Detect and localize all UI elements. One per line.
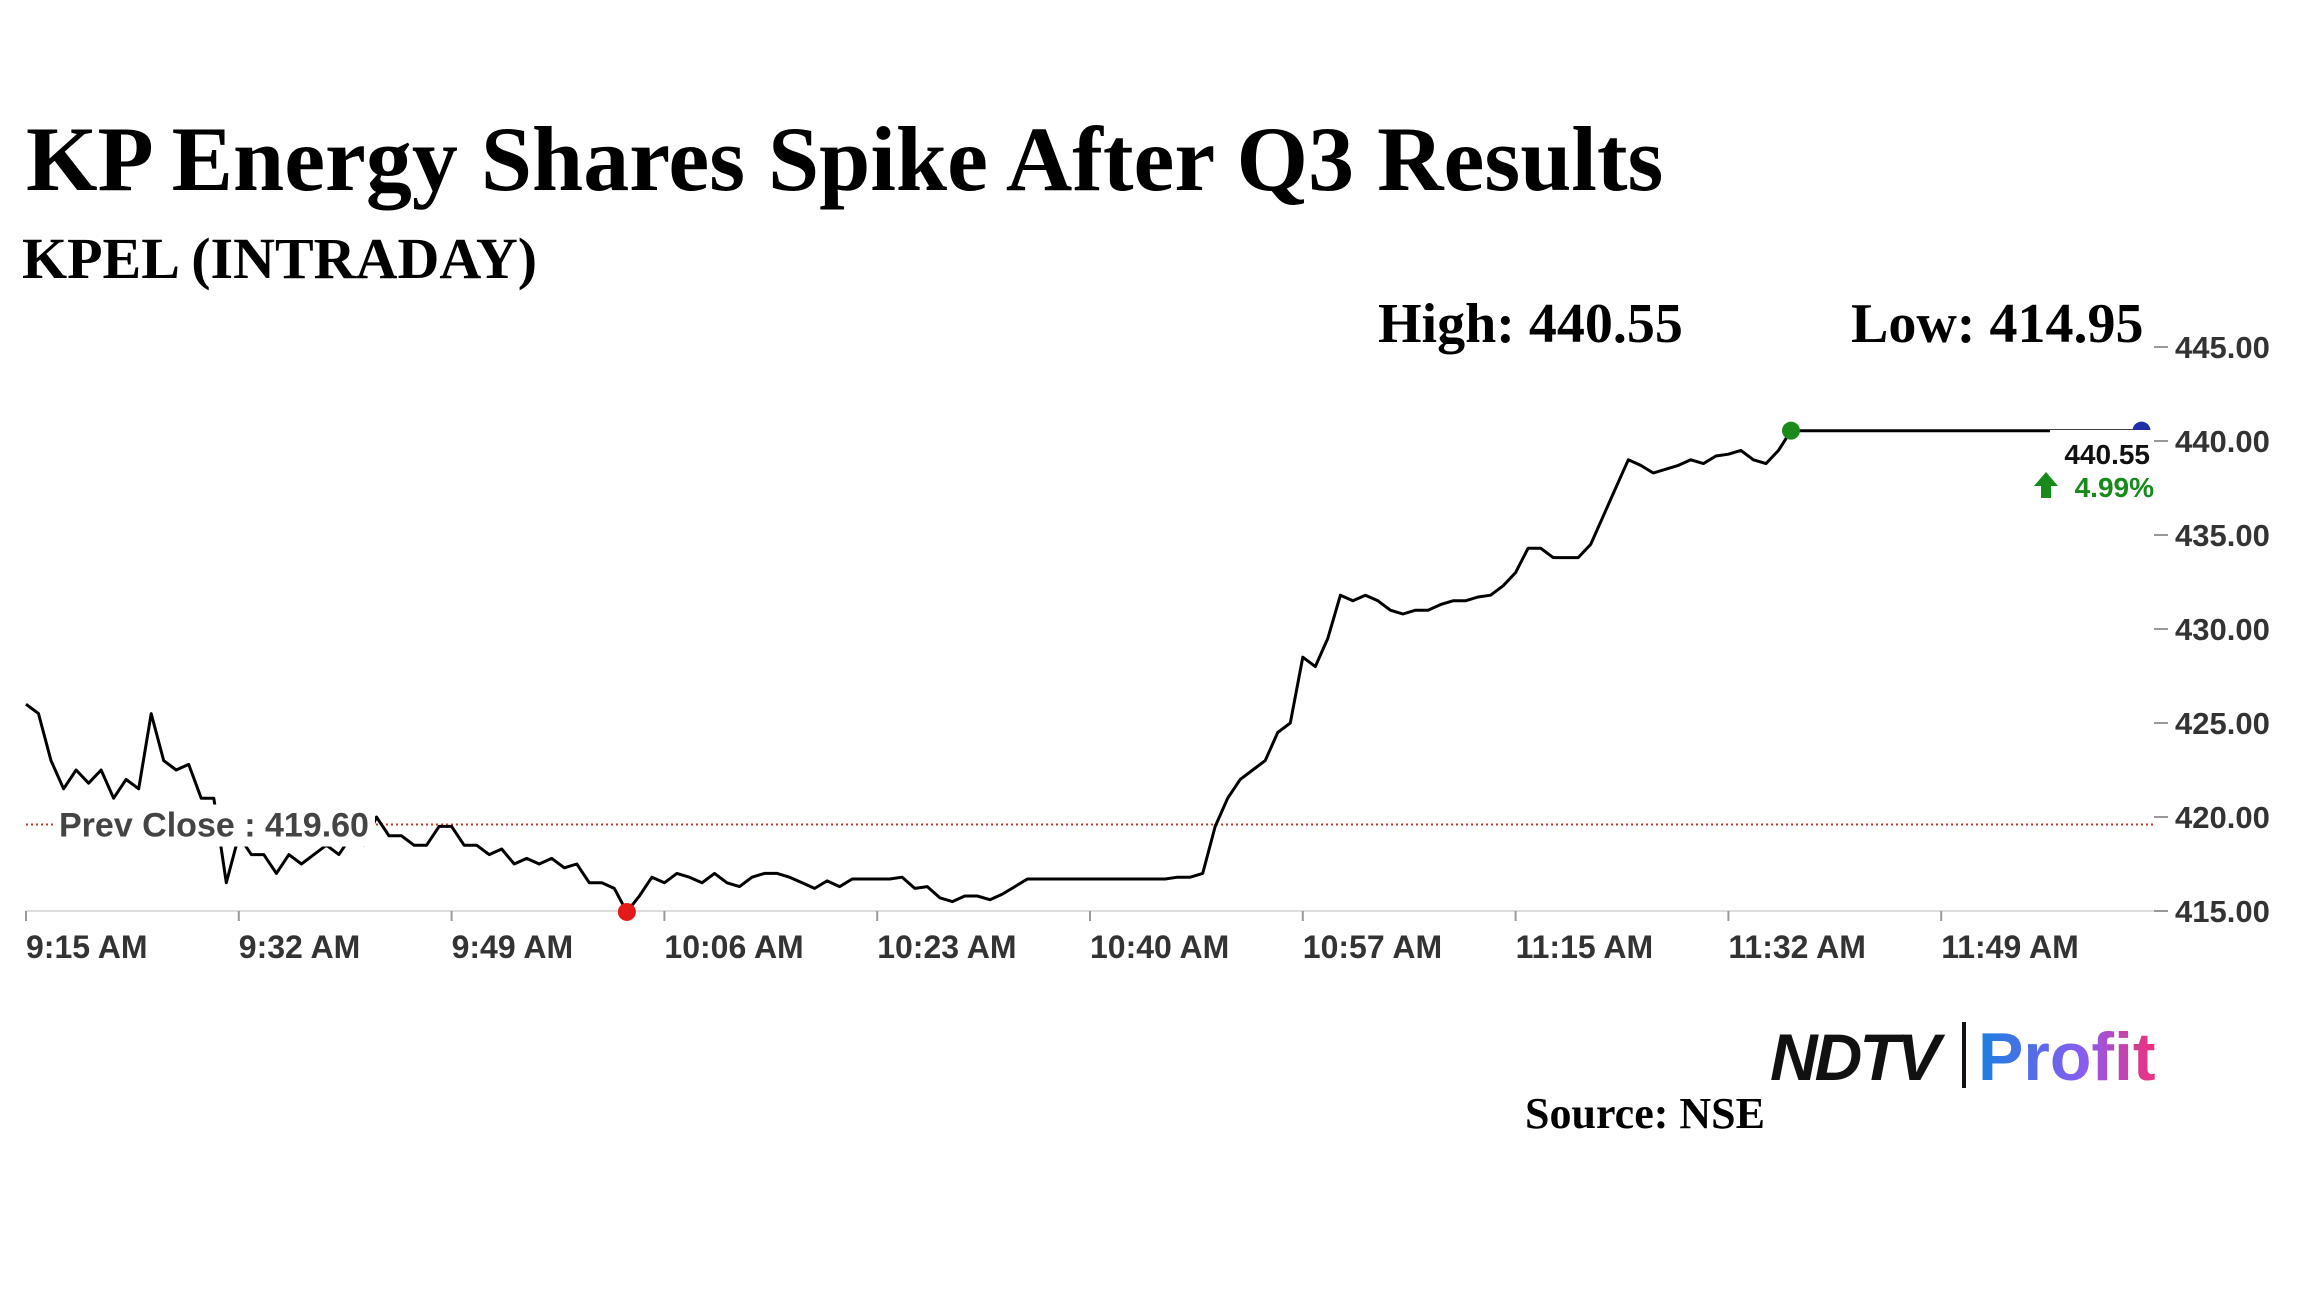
x-tick-label: 10:57 AM [1303,929,1442,965]
x-tick-label: 10:23 AM [877,929,1016,965]
x-tick-label: 10:06 AM [664,929,803,965]
chart-title: KP Energy Shares Spike After Q3 Results [26,108,1663,210]
chart-subtitle: KPEL (INTRADAY) [22,226,537,291]
x-tick-label: 9:15 AM [26,929,148,965]
logo-right: Profit [1978,1019,2156,1095]
high-stat: High: 440.55 [1378,293,1683,355]
y-tick-label: 425.00 [2175,706,2270,741]
x-tick-label: 10:40 AM [1090,929,1229,965]
logo-left: NDTV [1770,1020,1946,1094]
y-tick-label: 445.00 [2175,330,2270,365]
y-tick-label: 440.00 [2175,424,2270,459]
logo: NDTV Profit [1770,1019,2156,1095]
x-tick-label: 11:15 AM [1516,929,1654,965]
high-marker [1781,421,1800,440]
prev-close-label-bg [53,804,375,847]
y-tick-label: 430.00 [2175,612,2270,647]
x-tick-label: 11:32 AM [1728,929,1866,965]
x-tick-label: 11:49 AM [1941,929,2079,965]
y-tick-label: 420.00 [2175,800,2270,835]
change-arrow [2034,472,2058,498]
low-marker [617,902,636,921]
y-tick-label: 415.00 [2175,894,2270,929]
y-tick-label: 435.00 [2175,518,2270,553]
x-tick-label: 9:32 AM [239,929,361,965]
last-value-bg [2050,430,2154,466]
prev-close-label: Prev Close : 419.60 [59,807,369,845]
low-stat: Low: 414.95 [1851,293,2143,355]
x-tick-label: 9:49 AM [452,929,574,965]
source: Source: NSE [1525,1089,1765,1138]
logo-divider [1962,1022,1966,1088]
last-value-label: 440.55 [2064,439,2150,470]
change-label: 4.99% [2075,472,2154,503]
